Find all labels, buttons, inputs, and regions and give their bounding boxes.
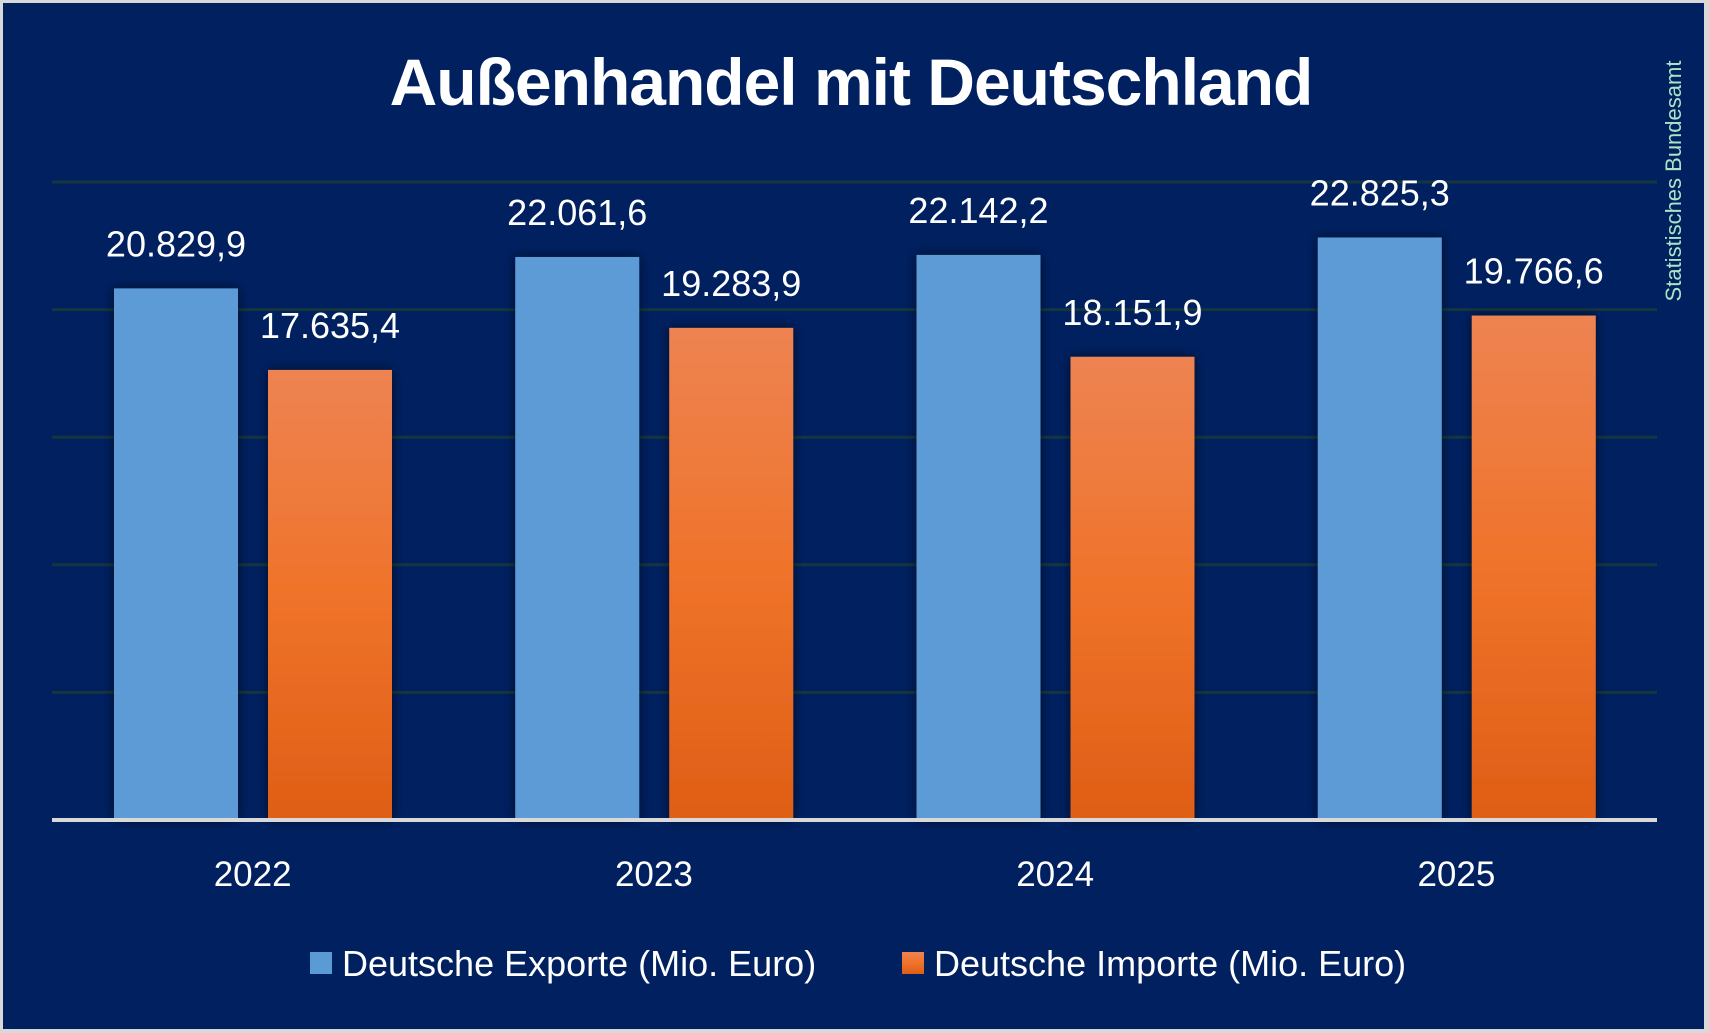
import-value-label-2023: 19.283,9 (661, 263, 801, 304)
chart-title: Außenhandel mit Deutschland (390, 45, 1313, 119)
category-label-2023: 2023 (615, 855, 693, 894)
legend: Deutsche Exporte (Mio. Euro) Deutsche Imp… (310, 943, 1406, 984)
import-value-label-2025: 19.766,6 (1464, 251, 1604, 292)
import-bar-2025 (1471, 315, 1596, 820)
category-labels: 2022 2023 2024 2025 (214, 855, 1496, 894)
category-label-2024: 2024 (1016, 855, 1094, 894)
export-value-label-2022: 20.829,9 (106, 223, 246, 264)
legend-swatch (310, 952, 332, 974)
category-label-2025: 2025 (1417, 855, 1495, 894)
export-bar-2024 (916, 254, 1041, 821)
export-value-label-2024: 22.142,2 (908, 190, 1048, 231)
legend-item-exports: Deutsche Exporte (Mio. Euro) (310, 943, 816, 984)
export-bar-2022 (114, 288, 238, 820)
export-bar-2025 (1317, 237, 1442, 820)
legend-label: Deutsche Exporte (Mio. Euro) (342, 943, 816, 984)
export-value-label-2025: 22.825,3 (1310, 172, 1450, 213)
category-label-2022: 2022 (214, 855, 292, 894)
import-bar-2024 (1070, 356, 1195, 820)
bars (114, 237, 1596, 821)
legend-label: Deutsche Importe (Mio. Euro) (934, 943, 1406, 984)
import-value-label-2024: 18.151,9 (1062, 292, 1202, 333)
import-bar-2023 (669, 327, 794, 820)
legend-swatch (902, 952, 924, 974)
data-labels: 20.829,9 22.061,6 22.142,2 22.825,3 17.635,4… (106, 172, 1604, 345)
import-bar-2022 (268, 369, 392, 820)
import-value-label-2022: 17.635,4 (260, 305, 400, 346)
export-bar-2023 (515, 256, 640, 820)
export-value-label-2023: 22.061,6 (507, 192, 647, 233)
source-label: Statistisches Bundesamt (1661, 61, 1686, 302)
legend-item-imports: Deutsche Importe (Mio. Euro) (902, 943, 1406, 984)
